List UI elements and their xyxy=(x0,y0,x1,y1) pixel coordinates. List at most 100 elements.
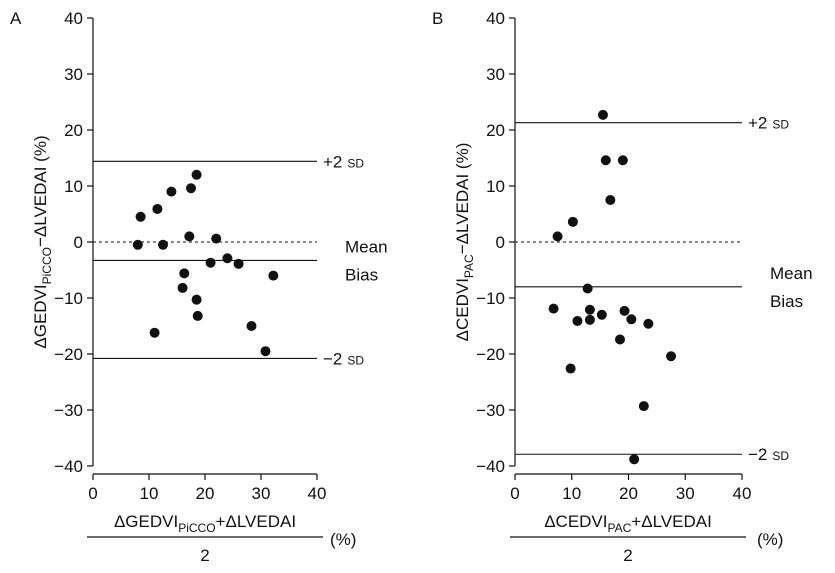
data-point xyxy=(152,203,163,214)
y-axis-title-part-1: PAC xyxy=(462,254,476,278)
sd-sign: +2 xyxy=(323,152,342,171)
y-tick-label: 40 xyxy=(64,9,83,28)
sd-sign: −2 xyxy=(748,445,767,464)
y-tick-label: 20 xyxy=(64,121,83,140)
data-point xyxy=(222,253,233,264)
y-tick-label: −40 xyxy=(476,457,505,476)
panel-letter: B xyxy=(432,9,443,28)
data-point xyxy=(629,454,640,465)
x-tick-label: 40 xyxy=(308,484,327,503)
data-point xyxy=(205,257,216,268)
x-axis-title-part-1: PiCCO xyxy=(178,521,215,535)
data-point xyxy=(666,351,677,362)
sd-label: −2 SD xyxy=(748,445,789,464)
sd-sign: +2 xyxy=(748,114,767,133)
x-axis-title-denominator: 2 xyxy=(200,546,209,565)
x-tick-label: 0 xyxy=(510,484,519,503)
data-point xyxy=(211,233,222,244)
x-axis-title-numerator: ΔCEDVIPAC+ΔLVEDAI xyxy=(544,512,712,535)
panel-a: A −40 −30 −20 −10 0 10 20 30 40 0 10 20 30 40 +2 SD Mean B… xyxy=(10,9,388,565)
data-point xyxy=(619,305,630,316)
y-tick-label: 30 xyxy=(486,65,505,84)
data-point xyxy=(596,309,607,320)
data-point xyxy=(135,211,146,222)
y-tick-label: −30 xyxy=(476,401,505,420)
sd-label: −2 SD xyxy=(323,349,364,368)
sd-sign: −2 xyxy=(323,349,342,368)
data-point xyxy=(626,314,637,325)
data-point xyxy=(186,183,196,194)
y-tick-label: 0 xyxy=(74,233,83,252)
x-tick-label: 40 xyxy=(733,484,752,503)
x-tick-label: 20 xyxy=(619,484,638,503)
data-point xyxy=(614,334,625,345)
y-tick-label: −30 xyxy=(54,401,83,420)
panel-b: B −40 −30 −20 −10 0 10 20 30 40 0 10 20 30 40 +2 SD Mean B… xyxy=(432,9,813,565)
y-tick-label: 10 xyxy=(64,177,83,196)
data-point xyxy=(191,169,202,180)
sd-smallcaps: SD xyxy=(347,353,364,367)
sd-label: +2 SD xyxy=(748,114,789,133)
x-tick-label: 10 xyxy=(140,484,159,503)
data-point xyxy=(643,318,654,329)
y-tick-label: −10 xyxy=(476,289,505,308)
y-axis-title-part-2: −ΔLVEDAI (%) xyxy=(453,143,472,255)
x-axis-unit: (%) xyxy=(330,530,356,549)
y-axis-title-part-2: −ΔLVEDAI (%) xyxy=(31,135,50,247)
sd-smallcaps: SD xyxy=(772,449,789,463)
sd-smallcaps: SD xyxy=(772,118,789,132)
x-axis-title-part-1: PAC xyxy=(608,521,632,535)
y-tick-label: −20 xyxy=(54,345,83,364)
y-axis-title-part-0: ΔCEDVI xyxy=(453,278,472,341)
y-axis-title-part-1: PiCCO xyxy=(40,247,54,284)
data-point xyxy=(617,155,628,166)
y-tick-label: 40 xyxy=(486,9,505,28)
data-point xyxy=(184,231,195,242)
y-tick-label: −10 xyxy=(54,289,83,308)
mean-bias-label: Mean xyxy=(770,264,813,283)
mean-bias-label-line2: Bias xyxy=(345,265,378,284)
x-axis-title-numerator: ΔGEDVIPiCCO+ΔLVEDAI xyxy=(114,512,296,535)
x-tick-label: 30 xyxy=(252,484,271,503)
data-point xyxy=(177,282,188,293)
x-axis-title-part-0: ΔGEDVI xyxy=(114,512,178,531)
data-point xyxy=(548,303,559,314)
y-tick-label: 30 xyxy=(64,65,83,84)
x-axis-unit: (%) xyxy=(757,530,783,549)
data-point xyxy=(584,304,595,315)
data-point xyxy=(572,315,583,326)
x-tick-label: 0 xyxy=(88,484,97,503)
y-axis-title-part-0: ΔGEDVI xyxy=(31,284,50,348)
data-point xyxy=(552,231,563,242)
x-axis-title-denominator: 2 xyxy=(623,546,632,565)
data-point xyxy=(179,268,190,279)
x-tick-label: 20 xyxy=(196,484,215,503)
x-tick-label: 10 xyxy=(562,484,581,503)
data-point xyxy=(597,109,608,120)
x-axis-title-part-2: +ΔLVEDAI xyxy=(216,512,297,531)
mean-bias-label-line2: Bias xyxy=(770,292,803,311)
y-tick-label: 0 xyxy=(496,233,505,252)
y-axis-title: ΔCEDVIPAC−ΔLVEDAI (%) xyxy=(453,143,476,342)
data-point xyxy=(268,270,279,281)
sd-smallcaps: SD xyxy=(347,156,364,170)
y-tick-label: 20 xyxy=(486,121,505,140)
x-tick-label: 30 xyxy=(676,484,695,503)
data-point xyxy=(567,216,578,227)
y-tick-label: −20 xyxy=(476,345,505,364)
data-point xyxy=(605,195,616,205)
y-tick-label: 10 xyxy=(486,177,505,196)
data-point xyxy=(584,314,595,325)
x-axis-title-part-0: ΔCEDVI xyxy=(544,512,607,531)
data-point xyxy=(132,239,143,250)
data-point xyxy=(600,155,611,166)
data-point xyxy=(192,310,203,321)
data-point xyxy=(260,346,271,357)
y-tick-label: −40 xyxy=(54,457,83,476)
sd-label: +2 SD xyxy=(323,152,364,171)
y-axis-title: ΔGEDVIPiCCO−ΔLVEDAI (%) xyxy=(31,135,54,348)
data-point xyxy=(166,186,177,197)
data-point xyxy=(565,363,576,374)
data-point xyxy=(158,239,168,250)
